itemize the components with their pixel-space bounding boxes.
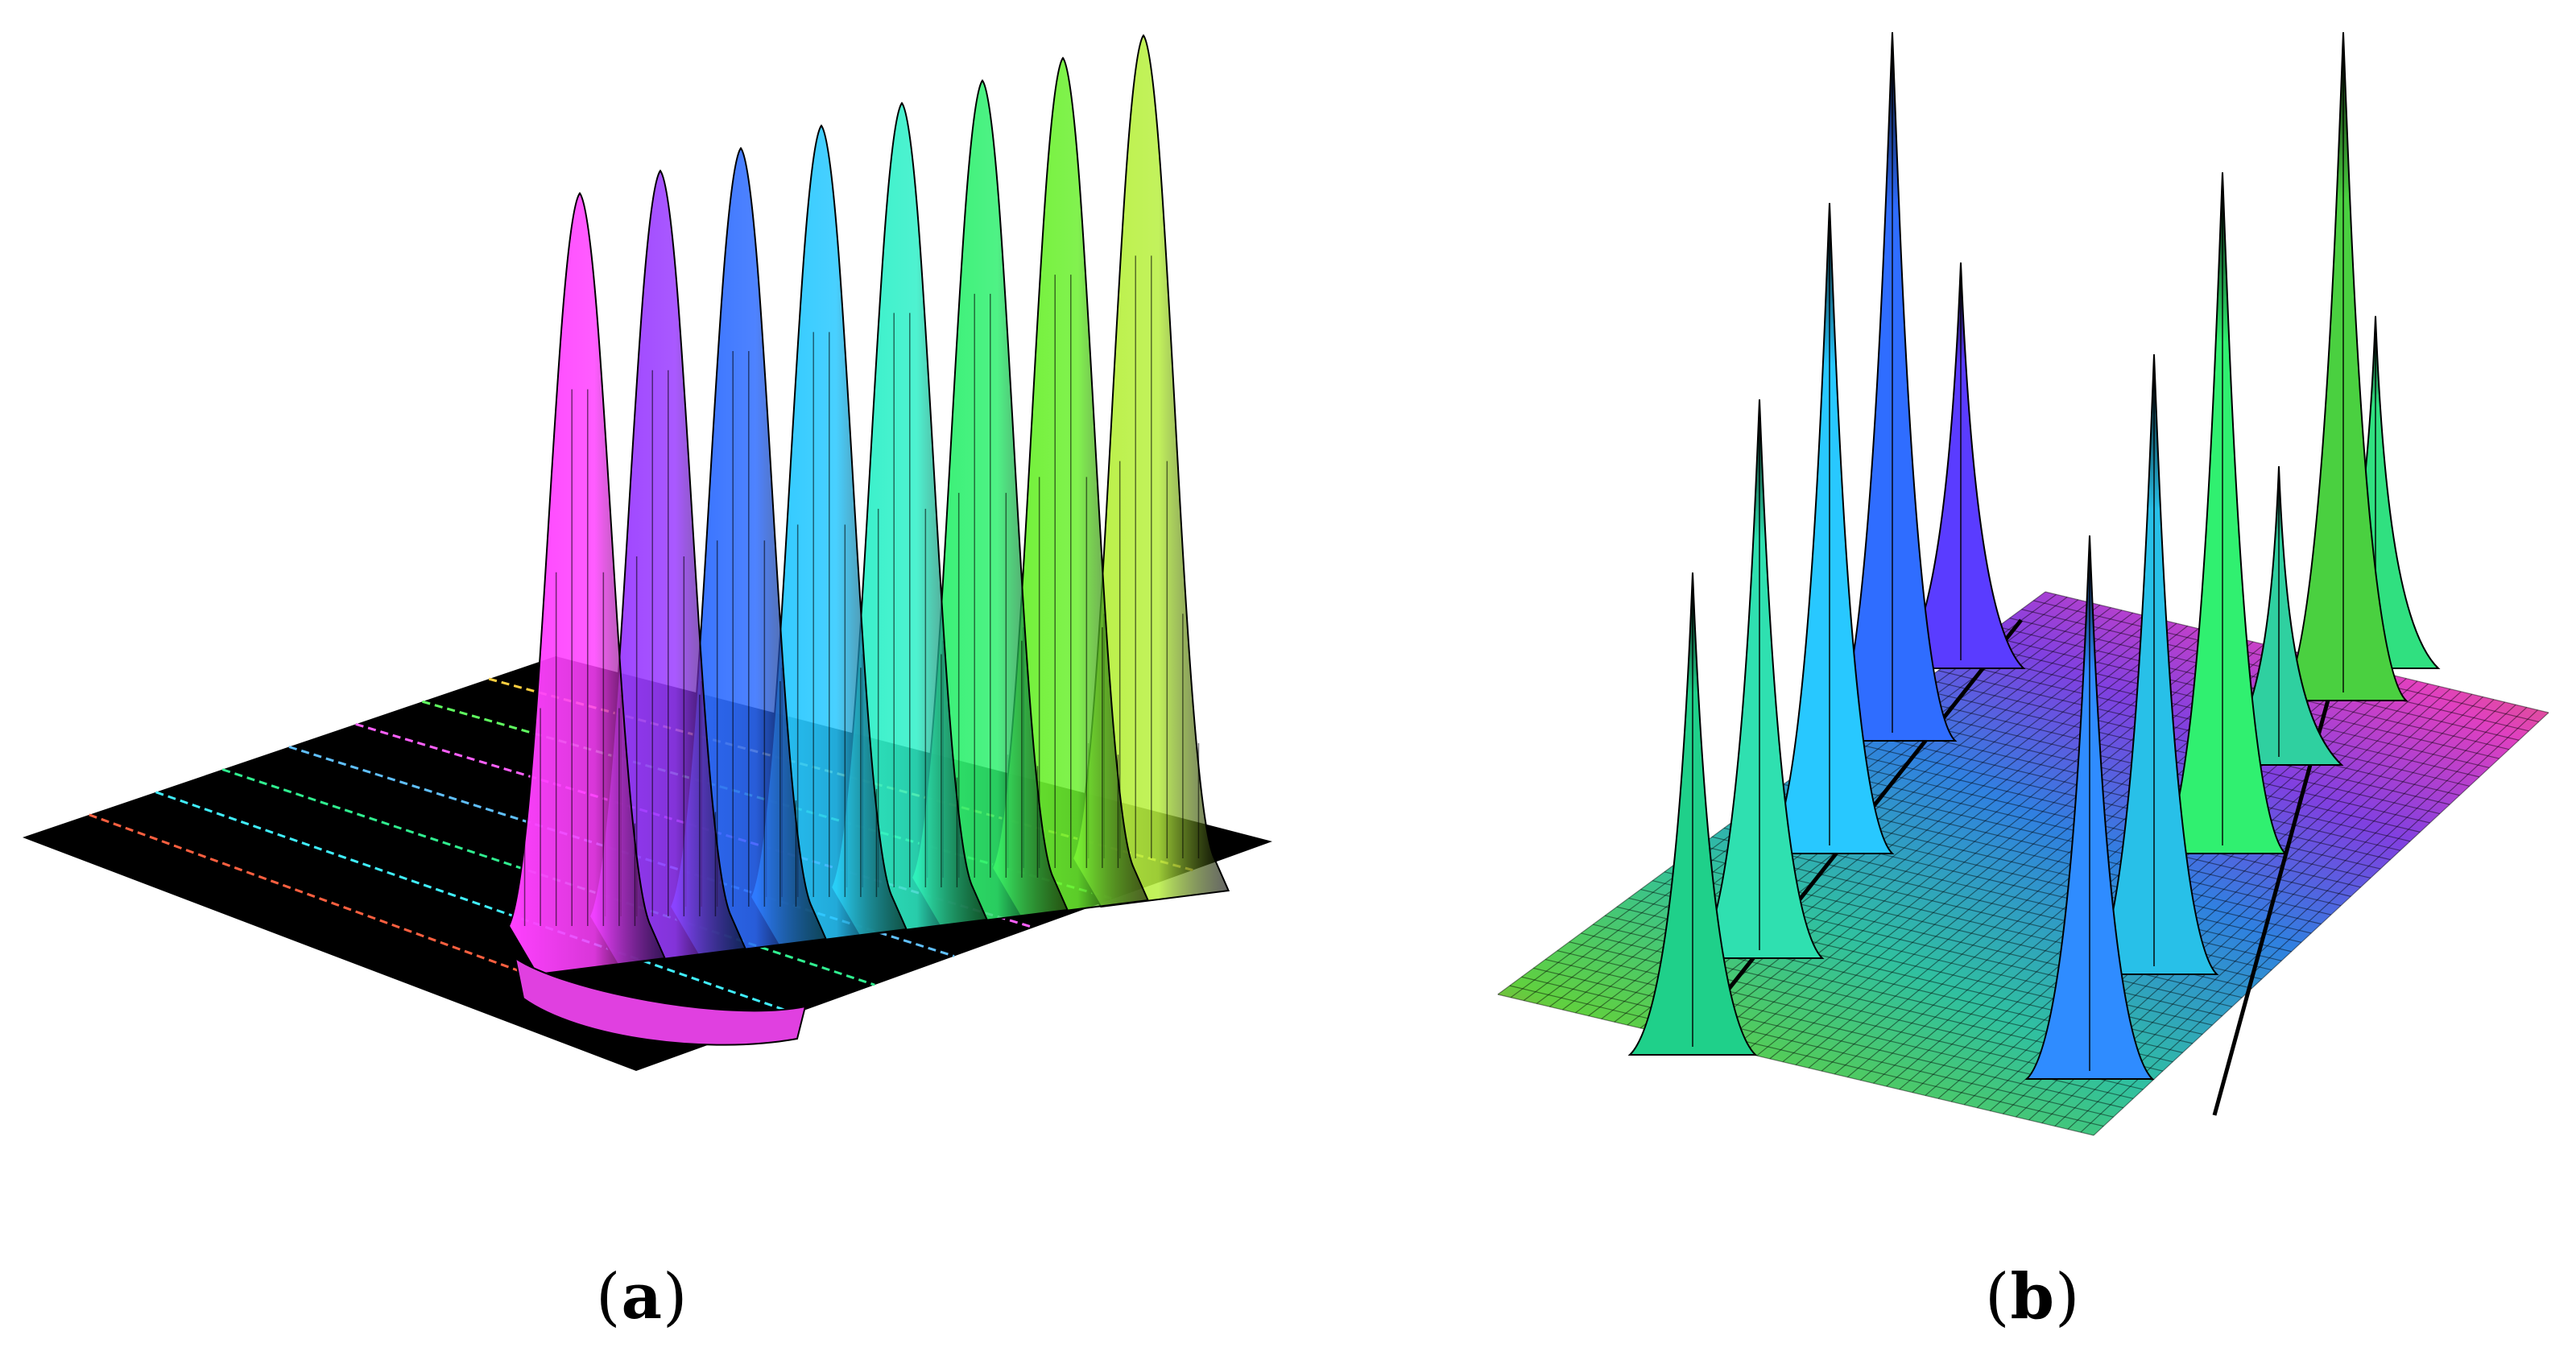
- surface-plot-a: [23, 34, 1272, 1071]
- panel-a: [23, 34, 1272, 1071]
- caption-b: (b): [1985, 1260, 2081, 1333]
- surface-grid-line: [2080, 709, 2538, 1133]
- surface-grid-line: [1665, 625, 2189, 1035]
- panel-b: [1466, 0, 2576, 1360]
- surface-grid-line: [1533, 967, 2123, 1109]
- surface-grid-line: [1521, 976, 2114, 1118]
- surface-grid-line: [2093, 712, 2549, 1136]
- surface-grid-line: [1854, 731, 2391, 861]
- surface-grid-line: [1997, 626, 2510, 750]
- surface-grid-line: [1914, 687, 2441, 815]
- surface-grid-line: [1705, 633, 2221, 1044]
- surface-trench: [2212, 643, 2346, 1116]
- surface-grid-line: [1497, 994, 2094, 1136]
- surface-grid-line: [1795, 775, 2342, 907]
- surface-grid-line: [1963, 685, 2440, 1106]
- surface-grid-line: [1678, 628, 2199, 1038]
- surface-grid-line: [1509, 985, 2104, 1127]
- surface-grid-line: [2045, 591, 2549, 713]
- surface-grid-line: [1691, 630, 2210, 1041]
- surface-peak: [507, 192, 667, 976]
- surface-grid-line: [1639, 620, 2166, 1029]
- surface-plot-b: [1497, 31, 2549, 1136]
- caption-a: (a): [596, 1260, 688, 1333]
- surface-trace-line: [221, 768, 875, 986]
- surface-grid-line: [2067, 707, 2528, 1130]
- surface-trace-line: [155, 791, 796, 1015]
- surface-grid-line: [1842, 740, 2381, 870]
- surface-front-skirt: [514, 956, 807, 1046]
- surface-grid-line: [1756, 643, 2265, 1056]
